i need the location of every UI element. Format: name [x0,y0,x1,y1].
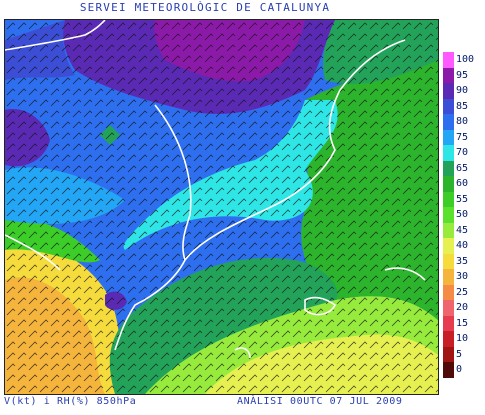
legend-label: 95 [456,69,469,81]
legend-swatch [443,160,454,176]
legend-label: 30 [456,271,469,282]
legend-swatch [443,67,454,83]
humidity-field [5,20,438,394]
legend-item: 45 [441,222,481,238]
humidity-legend: 100 95 90 85 80 75 70 65 60 55 50 45 40 35 30 25 20 15 10 5… [441,52,481,378]
legend-label: 40 [456,240,469,251]
legend-swatch [443,253,454,269]
legend-swatch [443,207,454,223]
legend-swatch [443,222,454,238]
legend-item: 30 [441,269,481,285]
legend-label: 55 [456,193,469,205]
legend-swatch [443,191,454,207]
legend-swatch [443,129,454,145]
map-title: SERVEI METEOROLÒGIC DE CATALUNYA [79,1,331,14]
legend-label: 65 [456,162,469,174]
legend-label: 10 [456,333,469,344]
legend-swatch [443,284,454,300]
legend-item: 15 [441,315,481,331]
legend-swatch [443,315,454,331]
analysis-time: ANÀLISI 00UTC 07 JUL 2009 [237,396,403,407]
legend-item: 75 [441,129,481,145]
legend-item: 35 [441,253,481,269]
legend-label: 25 [456,286,469,298]
legend-label: 35 [456,255,469,267]
legend-label: 85 [456,100,469,112]
legend-item: 100 [441,52,481,68]
legend-swatch [443,83,454,99]
legend-swatch [443,114,454,130]
legend-label: 15 [456,317,469,329]
legend-item: 55 [441,191,481,207]
legend-item: 40 [441,238,481,254]
legend-item: 65 [441,160,481,176]
legend-item: 25 [441,284,481,300]
legend-item: 20 [441,300,481,316]
legend-label: 60 [456,178,469,189]
legend-label: 75 [456,131,469,143]
legend-swatch [443,176,454,192]
legend-item: 70 [441,145,481,161]
legend-item: 10 [441,331,481,347]
legend-item: 60 [441,176,481,192]
legend-label: 20 [456,302,469,313]
legend-label: 45 [456,224,469,236]
legend-item: 5 [441,346,481,362]
legend-swatch [443,52,454,68]
legend-label: 90 [456,85,469,96]
legend-label: 0 [456,364,463,375]
legend-item: 95 [441,67,481,83]
humidity-wind-map [4,19,439,395]
legend-item: 50 [441,207,481,223]
legend-label: 80 [456,116,469,127]
legend-swatch [443,346,454,362]
legend-swatch [443,98,454,114]
legend-item: 80 [441,114,481,130]
legend-swatch [443,331,454,347]
legend-label: 100 [456,54,475,65]
legend-label: 5 [456,348,463,360]
variable-caption: V(kt) i RH(%) 850hPa [4,396,137,407]
legend-label: 50 [456,209,469,220]
legend-item: 85 [441,98,481,114]
legend-label: 70 [456,147,469,158]
coastlines-borders [5,20,426,359]
legend-swatch [443,145,454,161]
legend-item: 0 [441,362,481,378]
legend-swatch [443,269,454,285]
legend-swatch [443,362,454,378]
legend-item: 90 [441,83,481,99]
legend-swatch [443,238,454,254]
legend-swatch [443,300,454,316]
